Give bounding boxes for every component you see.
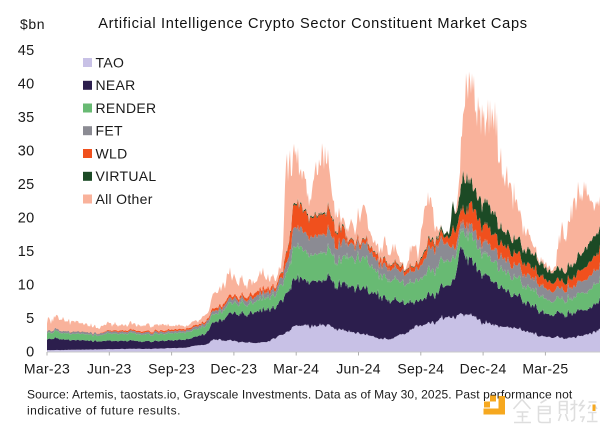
svg-text:Mar-24: Mar-24: [273, 361, 319, 377]
svg-text:FET: FET: [96, 123, 123, 139]
svg-text:Artificial Intelligence Crypto: Artificial Intelligence Crypto Sector Co…: [98, 16, 528, 32]
svg-text:0: 0: [26, 345, 34, 361]
svg-text:40: 40: [18, 77, 35, 93]
svg-text:Mar-25: Mar-25: [522, 361, 568, 377]
svg-text:Dec-23: Dec-23: [210, 361, 257, 377]
svg-text:35: 35: [18, 110, 35, 126]
svg-text:Mar-23: Mar-23: [24, 361, 70, 377]
svg-text:45: 45: [18, 43, 35, 59]
svg-text:Sep-24: Sep-24: [397, 361, 444, 377]
svg-text:20: 20: [18, 211, 35, 227]
svg-text:TAO: TAO: [96, 54, 125, 70]
svg-text:NEAR: NEAR: [96, 77, 136, 93]
svg-text:30: 30: [18, 144, 35, 160]
svg-text:RENDER: RENDER: [96, 100, 157, 116]
svg-text:Jun-23: Jun-23: [87, 361, 132, 377]
svg-text:Dec-24: Dec-24: [460, 361, 507, 377]
svg-text:WLD: WLD: [96, 145, 128, 161]
svg-text:$bn: $bn: [20, 16, 45, 32]
svg-text:5: 5: [26, 311, 34, 327]
svg-text:Jun-24: Jun-24: [336, 361, 381, 377]
svg-text:Sep-23: Sep-23: [148, 361, 195, 377]
svg-text:10: 10: [18, 278, 35, 294]
svg-text:Source: Artemis, taostats.io,: Source: Artemis, taostats.io, Grayscale …: [27, 388, 573, 402]
svg-text:15: 15: [18, 244, 35, 260]
svg-text:VIRTUAL: VIRTUAL: [96, 168, 157, 184]
svg-text:25: 25: [18, 177, 35, 193]
svg-text:indicative of future results.: indicative of future results.: [27, 404, 181, 418]
svg-text:All Other: All Other: [96, 191, 153, 207]
